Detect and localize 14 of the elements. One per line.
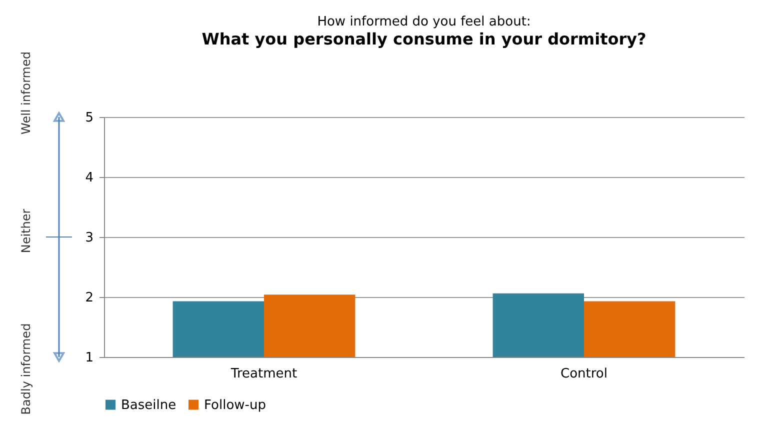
text: Badly informed (19, 323, 33, 415)
legend-label: Follow-up (204, 398, 266, 413)
x-tick-label: Control (560, 366, 608, 382)
text: Well informed (19, 52, 33, 134)
y-tick-label: 2 (85, 290, 94, 306)
text: Neither (19, 208, 33, 254)
y-tick-label: 3 (85, 230, 94, 246)
chart-subtitle: What you personally consume in your dormitory? (202, 30, 646, 49)
x-tick-label: Treatment (230, 366, 298, 382)
y-tick-label: 1 (85, 350, 94, 366)
legend-label: Baseilne (121, 398, 176, 413)
chart-title: How informed do you feel about: (317, 14, 531, 30)
y-tick-label: 5 (85, 110, 94, 126)
y-tick-label: 4 (85, 170, 94, 186)
